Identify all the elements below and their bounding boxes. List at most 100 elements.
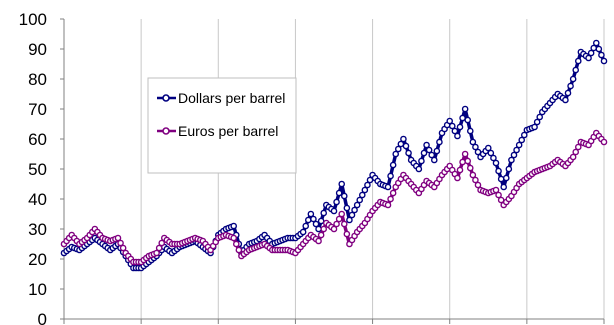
data-point xyxy=(153,249,160,257)
data-point xyxy=(361,186,369,194)
data-point xyxy=(340,220,348,228)
data-point xyxy=(502,174,510,182)
y-tick-label-90: 90 xyxy=(28,40,47,59)
data-point xyxy=(117,239,124,247)
data-point xyxy=(418,157,425,165)
data-point xyxy=(466,127,474,135)
y-tick-label-60: 60 xyxy=(28,130,47,149)
data-point xyxy=(585,54,592,62)
data-point xyxy=(384,201,392,209)
data-point xyxy=(304,216,312,224)
legend-label-euros: Euros per barrel xyxy=(178,123,278,139)
data-point xyxy=(469,138,477,146)
data-point xyxy=(492,186,500,194)
data-point xyxy=(567,82,574,90)
data-point xyxy=(464,116,472,124)
data-point xyxy=(487,149,495,157)
data-point xyxy=(598,51,605,59)
data-point xyxy=(415,165,423,173)
data-point xyxy=(330,207,338,215)
data-point xyxy=(338,180,346,188)
data-point xyxy=(364,181,371,189)
data-point xyxy=(562,96,569,104)
data-point xyxy=(114,234,122,242)
data-point xyxy=(423,141,430,149)
data-point xyxy=(320,209,328,217)
data-point xyxy=(513,146,520,154)
data-point xyxy=(353,201,361,209)
data-point xyxy=(564,89,572,97)
series-markers-1 xyxy=(60,129,608,266)
data-point xyxy=(335,215,343,223)
data-point xyxy=(299,228,307,236)
data-point xyxy=(158,239,166,247)
data-point xyxy=(495,167,502,175)
legend-label-dollars: Dollars per barrel xyxy=(178,90,285,106)
data-point xyxy=(569,75,577,83)
data-point xyxy=(600,138,608,146)
data-point xyxy=(343,204,351,212)
data-point xyxy=(518,136,526,144)
data-point xyxy=(456,123,464,131)
series-markers-0 xyxy=(60,39,608,272)
series-layer xyxy=(60,39,608,272)
data-point xyxy=(574,143,582,151)
data-point xyxy=(505,165,513,173)
data-point xyxy=(402,142,410,150)
data-point xyxy=(474,181,482,189)
data-point xyxy=(572,66,580,74)
data-point xyxy=(533,118,541,126)
data-point xyxy=(592,39,600,47)
data-point xyxy=(492,159,500,167)
data-point xyxy=(338,210,346,218)
data-point xyxy=(459,158,466,166)
data-point xyxy=(317,231,325,239)
y-tick-label-30: 30 xyxy=(28,220,47,239)
data-point xyxy=(230,234,238,242)
legend-item-dollars: Dollars per barrel xyxy=(157,90,285,106)
data-point xyxy=(495,191,502,199)
data-point xyxy=(451,127,459,135)
data-point xyxy=(420,149,428,157)
series-line-0 xyxy=(62,41,606,270)
data-point xyxy=(515,141,523,149)
y-tick-label-100: 100 xyxy=(19,10,47,29)
data-point xyxy=(394,145,402,153)
data-point xyxy=(531,123,538,131)
data-point xyxy=(572,148,580,156)
data-point xyxy=(230,222,238,230)
data-point xyxy=(340,192,348,200)
data-point xyxy=(387,195,394,203)
x-axis-ticks xyxy=(63,319,605,324)
data-point xyxy=(333,220,340,228)
data-point xyxy=(497,175,505,183)
data-point xyxy=(312,220,320,228)
y-axis-ticks: 0 10 20 30 40 50 60 70 80 90 100 xyxy=(19,10,64,325)
series-dollars xyxy=(60,39,608,272)
data-point xyxy=(464,157,472,165)
y-tick-label-70: 70 xyxy=(28,100,47,119)
data-point xyxy=(508,156,515,164)
data-point xyxy=(490,154,497,162)
data-point xyxy=(436,138,443,146)
data-point xyxy=(428,151,436,159)
series-line-1 xyxy=(62,131,606,264)
y-tick-label-80: 80 xyxy=(28,70,47,89)
y-tick-label-20: 20 xyxy=(28,250,47,269)
data-point xyxy=(510,151,518,159)
data-point xyxy=(454,174,461,182)
data-point xyxy=(356,196,364,204)
data-point xyxy=(448,122,456,130)
data-point xyxy=(346,216,353,224)
data-point xyxy=(119,244,127,252)
data-point xyxy=(320,225,328,233)
data-point xyxy=(461,105,469,113)
data-point xyxy=(302,222,310,230)
data-point xyxy=(330,225,338,233)
data-point xyxy=(454,132,461,140)
data-point xyxy=(335,189,343,197)
data-point xyxy=(405,149,412,157)
data-point xyxy=(425,146,433,154)
legend-box xyxy=(147,77,297,174)
